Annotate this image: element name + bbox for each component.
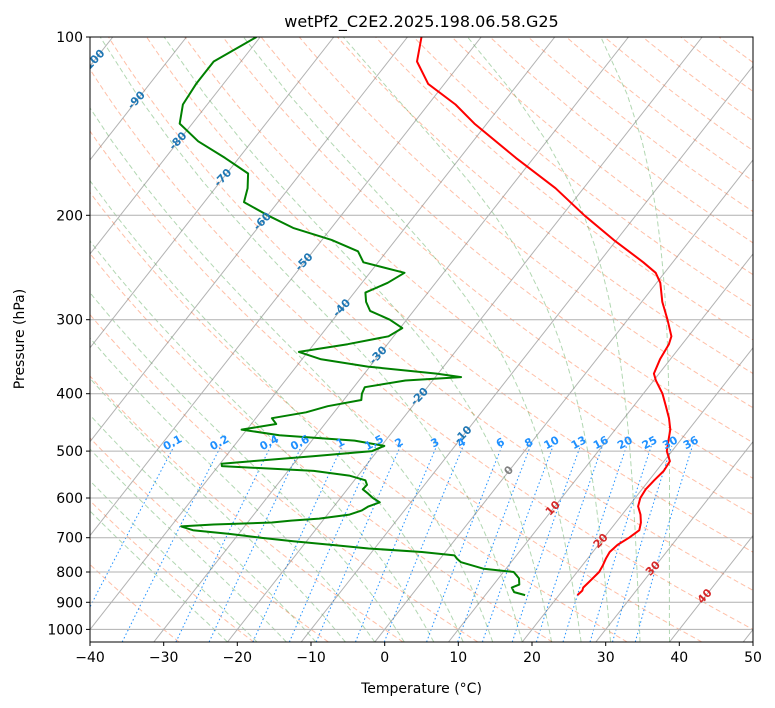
dry-adiabat-line	[413, 37, 753, 308]
mixing-ratio-label: 13	[569, 433, 589, 452]
mixing-ratio-line	[634, 445, 693, 642]
x-tick-label: −40	[75, 650, 105, 666]
mixing-ratio-lines	[90, 445, 693, 642]
dry-adiabat-line	[90, 313, 479, 642]
dry-adiabat-line	[451, 37, 753, 276]
y-axis-label: Pressure (hPa)	[12, 289, 28, 389]
dry-adiabat-line	[604, 37, 753, 152]
x-tick-label: 40	[670, 650, 688, 666]
mixing-ratio-line	[175, 445, 272, 642]
skewed-isotherm-line	[153, 37, 629, 642]
mixing-ratio-label: 30	[660, 433, 680, 452]
dry-adiabat-line	[90, 375, 404, 642]
moist-adiabat-line	[163, 37, 553, 642]
y-tick-label: 500	[56, 444, 83, 460]
dry-adiabats	[90, 37, 753, 642]
moist-adiabat-line	[90, 414, 317, 642]
x-tick-label: −30	[149, 650, 179, 666]
y-tick-label: 1000	[47, 622, 83, 638]
dewpoint-profile-line	[178, 37, 526, 597]
skewed-isotherm-line	[90, 37, 482, 537]
mixing-ratio-line	[288, 445, 377, 642]
skewed-isotherm-line	[374, 159, 753, 642]
y-tick-label: 900	[56, 595, 83, 611]
moist-adiabat-line	[90, 448, 287, 642]
dry-adiabat-line	[337, 37, 753, 375]
mixing-ratio-line	[589, 445, 652, 642]
y-tick-label: 200	[56, 208, 83, 224]
dry-adiabat-line	[90, 68, 753, 631]
moist-adiabat-line	[243, 37, 582, 642]
skewed-isotherm-line	[227, 37, 703, 642]
x-tick-label: 20	[523, 650, 541, 666]
dry-adiabat-line	[146, 37, 753, 553]
skewed-isotherms	[90, 37, 753, 642]
mixing-ratio-line	[426, 445, 503, 642]
skewed-isotherm-line	[669, 534, 753, 642]
mixing-ratio-label: 25	[640, 433, 660, 452]
mixing-ratio-label: 10	[542, 433, 562, 452]
x-tick-label: −10	[296, 650, 326, 666]
x-tick-label: 10	[449, 650, 467, 666]
x-axis-label: Temperature (°C)	[360, 681, 482, 697]
x-tick-label: 30	[597, 650, 615, 666]
dry-adiabat-line	[260, 37, 753, 444]
skewed-isotherm-line	[90, 37, 187, 161]
y-tick-label: 400	[56, 387, 83, 403]
temperature-profile-line	[416, 37, 673, 596]
chart-title: wetPf2_C2E2.2025.198.06.58.G25	[284, 12, 558, 32]
x-axis-ticks: −40 −30 −20 −10 0 10 20 30 40 50	[75, 642, 762, 666]
plot-frame	[89, 36, 754, 643]
sounding-series	[178, 37, 673, 597]
mixing-ratio-label: 16	[591, 433, 611, 452]
mixing-ratio-line	[511, 445, 581, 642]
mixing-ratio-line	[481, 445, 554, 642]
skewed-isotherm-line	[90, 37, 408, 443]
skewed-isotherm-line	[90, 37, 335, 349]
y-axis-ticks: 100 200 300 400 500 600 700 800 900 1000	[47, 30, 90, 638]
dry-adiabat-line	[90, 130, 703, 642]
moist-adiabat-line	[90, 337, 376, 642]
dry-adiabat-line	[298, 37, 753, 409]
dry-adiabat-line	[184, 37, 753, 516]
mixing-ratio-line	[457, 445, 531, 642]
dry-adiabat-line	[108, 37, 753, 591]
pressure-gridlines	[90, 37, 753, 630]
mixing-ratio-line	[121, 445, 222, 642]
dry-adiabat-line	[375, 37, 753, 341]
x-tick-label: −20	[223, 650, 253, 666]
mixing-ratio-label: 36	[681, 433, 701, 452]
dry-adiabat-line	[527, 37, 753, 213]
plot-background	[90, 37, 753, 642]
y-tick-label: 800	[56, 565, 83, 581]
plot-area: 0.1 0.2 0.4 0.6 1 1.5 2 3 4 6 8 10 13 16 20 25 30 36-100-…	[90, 37, 753, 642]
y-tick-label: 700	[56, 531, 83, 547]
skewed-isotherm-line	[90, 37, 556, 631]
mixing-ratio-line	[315, 445, 402, 642]
mixing-ratio-line	[612, 445, 673, 642]
skewed-isotherm-line	[90, 37, 261, 255]
x-tick-label: 50	[744, 650, 762, 666]
mixing-ratio-line	[535, 445, 603, 642]
x-tick-label: 0	[380, 650, 389, 666]
skewed-isotherm-line	[595, 440, 753, 642]
moist-adiabat-line	[90, 480, 258, 642]
dry-adiabat-line	[90, 437, 329, 642]
skewed-isotherm-line	[300, 65, 753, 642]
skewed-isotherm-line	[448, 253, 753, 642]
y-tick-label: 600	[56, 491, 83, 507]
moist-adiabat-line	[467, 37, 641, 642]
moist-adiabat-line	[600, 37, 670, 642]
mixing-ratio-line	[208, 445, 303, 642]
moist-adiabat-line	[99, 37, 523, 642]
moist-adiabat-line	[342, 37, 612, 642]
skewed-isotherm-line	[521, 346, 753, 642]
y-tick-label: 300	[56, 313, 83, 329]
y-tick-label: 100	[56, 30, 83, 46]
mixing-ratio-line	[562, 445, 628, 642]
moist-adiabat-line	[90, 240, 435, 642]
moist-adiabat-line	[90, 179, 464, 642]
mixing-ratio-label: 20	[615, 433, 635, 452]
